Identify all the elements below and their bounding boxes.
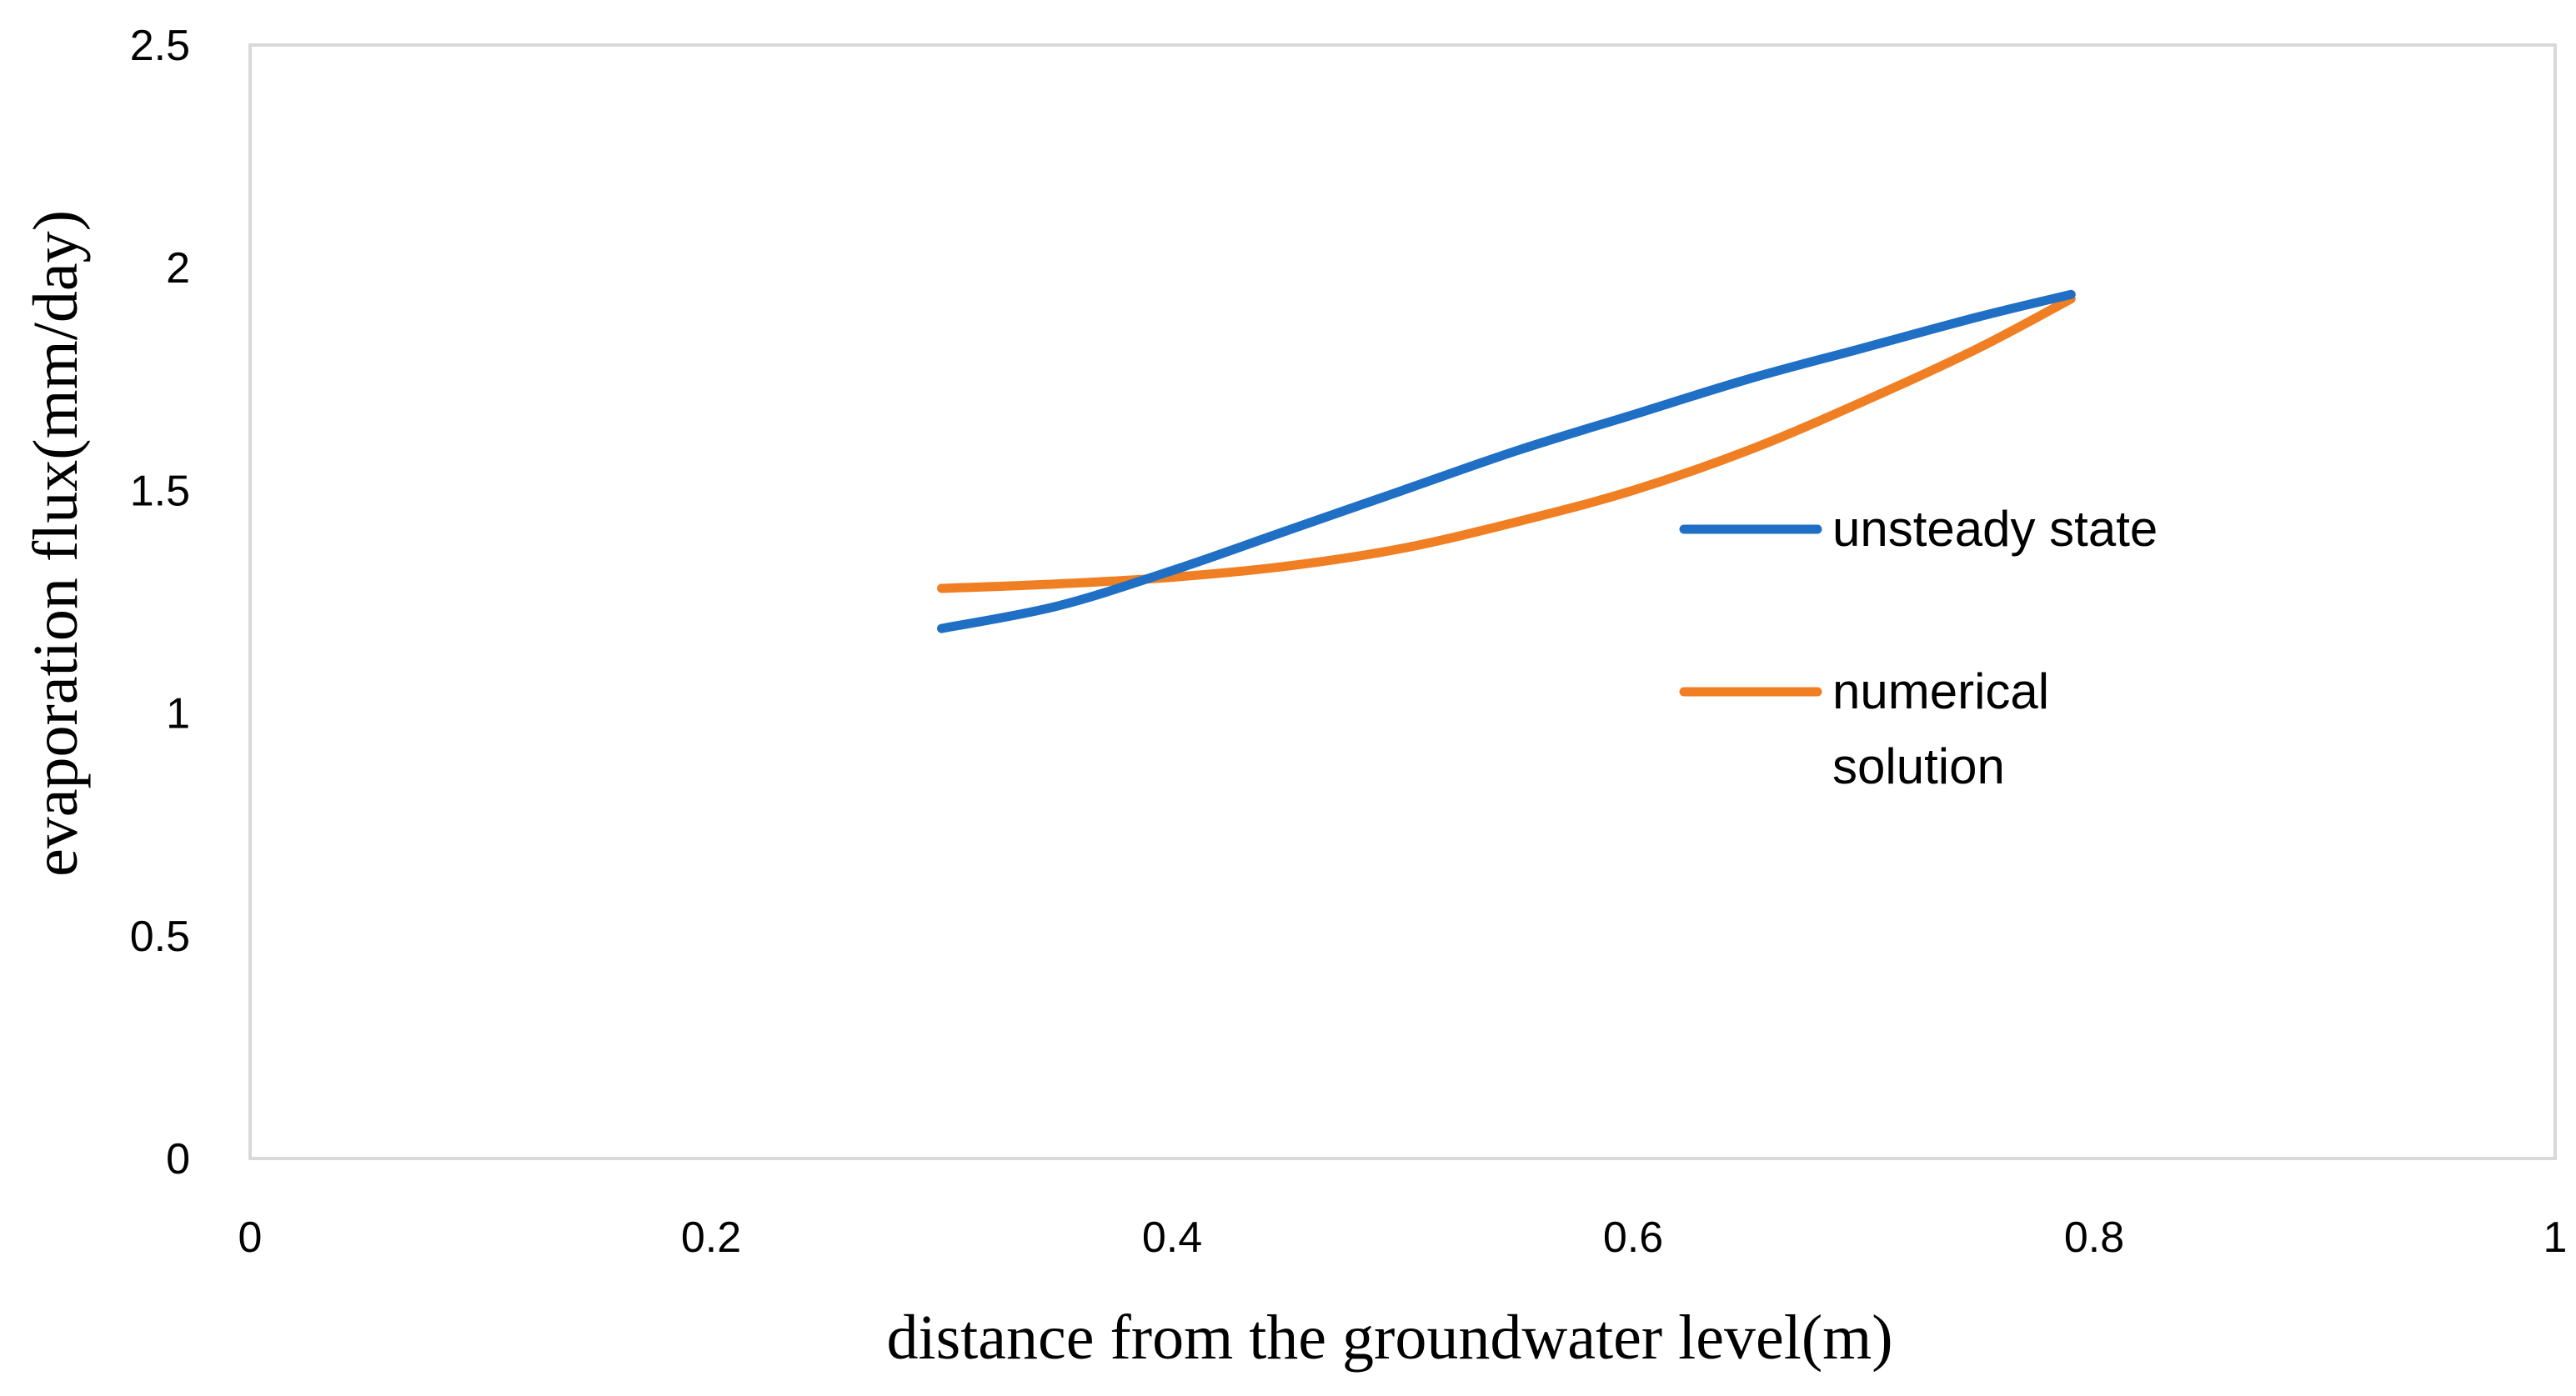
y-axis-tick-labels: 0 0.5 1 1.5 2 2.5 xyxy=(130,22,190,1183)
series-lines xyxy=(937,289,2076,633)
series-line-1 xyxy=(937,289,2076,633)
legend: unsteady state numerical solution xyxy=(1679,501,2158,794)
plot-area-frame xyxy=(248,43,2557,1160)
x-tick-label: 0.8 xyxy=(2064,1213,2124,1262)
legend-label: numerical solution xyxy=(1832,663,2049,794)
y-tick-label: 2 xyxy=(166,244,190,293)
legend-label-line: numerical xyxy=(1832,663,2049,719)
y-tick-label: 2.5 xyxy=(130,22,190,70)
x-tick-label: 1 xyxy=(2543,1213,2568,1262)
x-tick-label: 0.2 xyxy=(681,1213,741,1262)
y-tick-label: 0 xyxy=(166,1135,190,1183)
legend-label-line: unsteady state xyxy=(1832,501,2158,557)
y-tick-label: 1 xyxy=(166,690,190,738)
y-axis-title: evaporation flux(mm/day) xyxy=(21,210,91,877)
x-axis-tick-labels: 0 0.2 0.4 0.6 0.8 1 xyxy=(238,1213,2568,1262)
y-tick-label: 1.5 xyxy=(130,467,190,515)
x-tick-label: 0 xyxy=(238,1213,263,1262)
x-tick-label: 0.4 xyxy=(1142,1213,1202,1262)
x-axis-title: distance from the groundwater level(m) xyxy=(886,1303,1892,1373)
legend-label: unsteady state xyxy=(1832,501,2158,557)
y-tick-label: 0.5 xyxy=(130,913,190,961)
x-tick-label: 0.6 xyxy=(1603,1213,1663,1262)
legend-label-line: solution xyxy=(1832,738,2005,794)
